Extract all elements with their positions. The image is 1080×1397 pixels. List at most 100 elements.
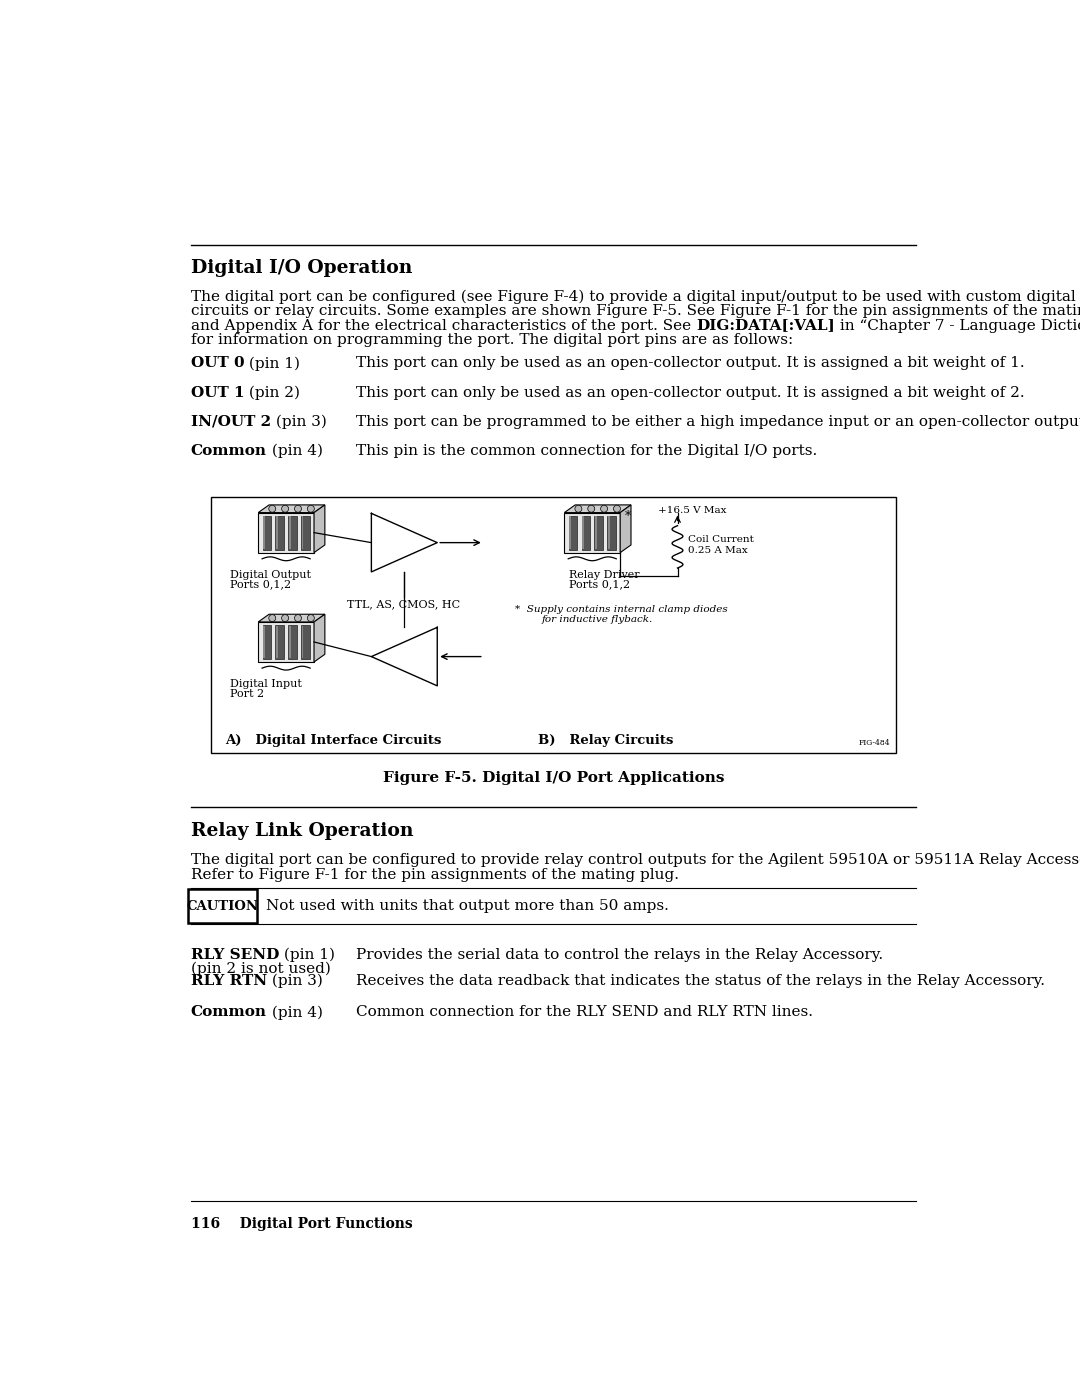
Bar	[569, 515, 577, 549]
Polygon shape	[620, 504, 631, 553]
Bar	[302, 626, 303, 658]
Bar	[581, 515, 590, 549]
Bar	[258, 622, 314, 662]
Bar	[594, 515, 603, 549]
Bar	[595, 517, 597, 549]
Text: (pin 1): (pin 1)	[244, 356, 345, 370]
Text: 116    Digital Port Functions: 116 Digital Port Functions	[191, 1217, 413, 1231]
Bar	[275, 624, 284, 659]
Text: +16.5 V Max: +16.5 V Max	[658, 507, 727, 515]
Text: for inductive flyback.: for inductive flyback.	[542, 615, 653, 624]
Bar	[276, 517, 278, 549]
Bar	[262, 515, 271, 549]
Text: Refer to Figure F-1 for the pin assignments of the mating plug.: Refer to Figure F-1 for the pin assignme…	[191, 868, 679, 882]
Bar	[258, 513, 314, 553]
Text: Receives the data readback that indicates the status of the relays in the Relay : Receives the data readback that indicate…	[356, 974, 1044, 988]
Text: Figure F-5. Digital I/O Port Applications: Figure F-5. Digital I/O Port Application…	[382, 771, 725, 785]
Circle shape	[269, 506, 275, 513]
Polygon shape	[372, 627, 437, 686]
Bar	[211, 497, 896, 753]
Polygon shape	[258, 615, 325, 622]
Bar	[288, 515, 297, 549]
Bar	[565, 513, 620, 553]
Text: in “Chapter 7 - Language Dictionary”: in “Chapter 7 - Language Dictionary”	[835, 319, 1080, 332]
Bar	[608, 517, 609, 549]
Text: RLY SEND: RLY SEND	[191, 947, 279, 961]
Text: The digital port can be configured to provide relay control outputs for the Agil: The digital port can be configured to pr…	[191, 854, 1080, 868]
Circle shape	[575, 506, 582, 513]
Text: (pin 3): (pin 3)	[271, 415, 356, 429]
Bar	[569, 517, 571, 549]
Circle shape	[308, 615, 314, 622]
Polygon shape	[372, 513, 437, 571]
Text: Digital I/O Operation: Digital I/O Operation	[191, 258, 413, 277]
Polygon shape	[565, 504, 631, 513]
Circle shape	[308, 506, 314, 513]
Circle shape	[282, 615, 288, 622]
Text: for information on programming the port. The digital port pins are as follows:: for information on programming the port.…	[191, 334, 793, 348]
Text: Ports 0,1,2: Ports 0,1,2	[230, 580, 292, 590]
Bar	[264, 517, 265, 549]
Text: Not used with units that output more than 50 amps.: Not used with units that output more tha…	[266, 900, 669, 914]
Text: Relay Driver: Relay Driver	[569, 570, 639, 580]
Text: Provides the serial data to control the relays in the Relay Accessory.: Provides the serial data to control the …	[356, 947, 883, 961]
Text: The digital port can be configured (see Figure F-4) to provide a digital input/o: The digital port can be configured (see …	[191, 289, 1080, 303]
Circle shape	[269, 615, 275, 622]
Text: OUT 1: OUT 1	[191, 386, 244, 400]
Text: Digital Input: Digital Input	[230, 679, 302, 689]
Text: and Appendix A for the electrical characteristics of the port. See: and Appendix A for the electrical charac…	[191, 319, 696, 332]
Bar	[301, 515, 310, 549]
Text: (pin 3): (pin 3)	[267, 974, 323, 988]
Text: 0.25 A Max: 0.25 A Max	[688, 546, 748, 555]
Text: This port can only be used as an open-collector output. It is assigned a bit wei: This port can only be used as an open-co…	[356, 386, 1025, 400]
Text: RLY RTN: RLY RTN	[191, 974, 267, 988]
Text: Coil Current: Coil Current	[688, 535, 754, 543]
Text: This port can only be used as an open-collector output. It is assigned a bit wei: This port can only be used as an open-co…	[356, 356, 1025, 370]
Text: TTL, AS, CMOS, HC: TTL, AS, CMOS, HC	[348, 599, 460, 609]
Polygon shape	[314, 504, 325, 553]
Circle shape	[613, 506, 620, 513]
Text: Ports 0,1,2: Ports 0,1,2	[569, 580, 630, 590]
Text: *  Supply contains internal clamp diodes: * Supply contains internal clamp diodes	[515, 605, 728, 615]
Text: CAUTION: CAUTION	[187, 900, 258, 912]
Bar	[288, 624, 297, 659]
Circle shape	[295, 615, 301, 622]
Text: A)   Digital Interface Circuits: A) Digital Interface Circuits	[225, 733, 442, 746]
Text: FIG-484: FIG-484	[859, 739, 890, 746]
Text: circuits or relay circuits. Some examples are shown Figure F-5. See Figure F-1 f: circuits or relay circuits. Some example…	[191, 305, 1080, 319]
Polygon shape	[258, 504, 325, 513]
Text: Common: Common	[191, 1006, 267, 1020]
Text: *: *	[625, 510, 631, 522]
Bar	[289, 626, 291, 658]
Text: OUT 0: OUT 0	[191, 356, 244, 370]
Text: Relay Link Operation: Relay Link Operation	[191, 823, 414, 840]
Text: This port can be programmed to be either a high impedance input or an open-colle: This port can be programmed to be either…	[356, 415, 1080, 429]
Bar	[276, 626, 278, 658]
Bar	[264, 626, 265, 658]
Bar	[607, 515, 616, 549]
Circle shape	[588, 506, 595, 513]
Circle shape	[295, 506, 301, 513]
Text: Common: Common	[191, 444, 267, 458]
Text: (pin 1): (pin 1)	[279, 947, 335, 963]
Text: (pin 2): (pin 2)	[244, 386, 345, 400]
Text: Port 2: Port 2	[230, 689, 265, 698]
Text: B)   Relay Circuits: B) Relay Circuits	[538, 733, 673, 746]
Text: This pin is the common connection for the Digital I/O ports.: This pin is the common connection for th…	[356, 444, 818, 458]
Text: Digital Output: Digital Output	[230, 570, 311, 580]
Bar	[301, 624, 310, 659]
Circle shape	[282, 506, 288, 513]
Bar	[262, 624, 271, 659]
Bar	[302, 517, 303, 549]
Text: IN/OUT 2: IN/OUT 2	[191, 415, 271, 429]
Text: (pin 4): (pin 4)	[267, 1006, 323, 1020]
Text: (pin 2 is not used): (pin 2 is not used)	[191, 961, 330, 977]
Bar	[289, 517, 291, 549]
FancyBboxPatch shape	[189, 888, 257, 923]
Text: (pin 4): (pin 4)	[267, 444, 356, 458]
Bar	[582, 517, 584, 549]
Text: DIG:DATA[:VAL]: DIG:DATA[:VAL]	[696, 319, 835, 332]
Bar	[275, 515, 284, 549]
Polygon shape	[314, 615, 325, 662]
Text: Common connection for the RLY SEND and RLY RTN lines.: Common connection for the RLY SEND and R…	[356, 1006, 813, 1020]
